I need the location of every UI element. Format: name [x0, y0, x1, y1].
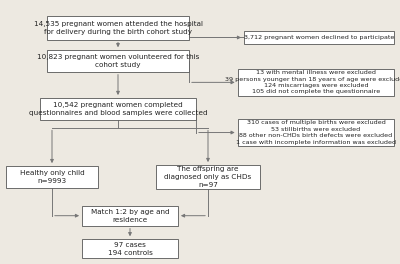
FancyBboxPatch shape: [40, 98, 196, 120]
FancyBboxPatch shape: [238, 119, 394, 146]
FancyBboxPatch shape: [156, 165, 260, 189]
Text: Healthy only child
n=9993: Healthy only child n=9993: [20, 170, 84, 184]
FancyBboxPatch shape: [47, 50, 189, 72]
Text: Match 1:2 by age and
residence: Match 1:2 by age and residence: [91, 209, 169, 223]
Text: 13 with mental illness were excluded
39 persons younger than 18 years of age wer: 13 with mental illness were excluded 39 …: [225, 70, 400, 95]
Text: 3,712 pregnant women declined to participate: 3,712 pregnant women declined to partici…: [244, 35, 394, 40]
Text: The offspring are
diagnosed only as CHDs
n=97: The offspring are diagnosed only as CHDs…: [164, 166, 252, 188]
FancyBboxPatch shape: [244, 31, 394, 44]
FancyBboxPatch shape: [238, 69, 394, 96]
FancyBboxPatch shape: [47, 16, 189, 40]
Text: 14,535 pregnant women attended the hospital
for delivery during the birth cohort: 14,535 pregnant women attended the hospi…: [34, 21, 202, 35]
Text: 97 cases
194 controls: 97 cases 194 controls: [108, 242, 152, 256]
Text: 310 cases of multiple births were excluded
53 stillbirths were excluded
88 other: 310 cases of multiple births were exclud…: [236, 120, 396, 145]
FancyBboxPatch shape: [82, 239, 178, 258]
Text: 10,542 pregnant women completed
questionnaires and blood samples were collected: 10,542 pregnant women completed question…: [29, 102, 207, 116]
FancyBboxPatch shape: [82, 206, 178, 226]
FancyBboxPatch shape: [6, 166, 98, 188]
Text: 10,823 pregnant women volunteered for this
cohort study: 10,823 pregnant women volunteered for th…: [37, 54, 199, 68]
